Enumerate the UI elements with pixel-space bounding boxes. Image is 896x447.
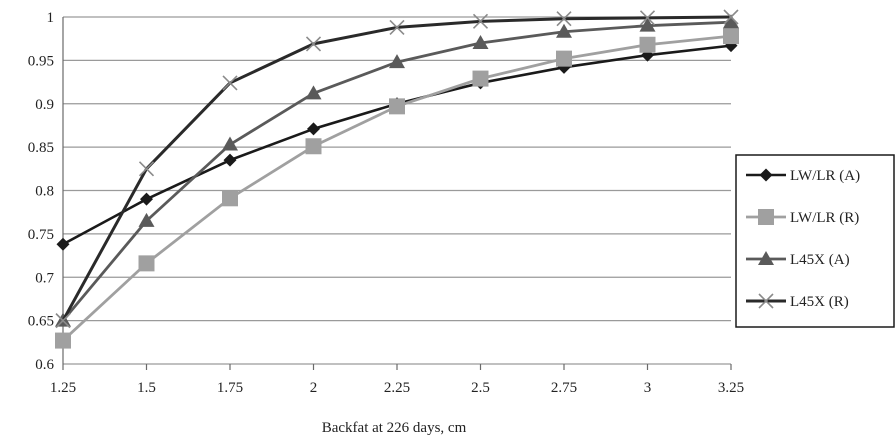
data-point [389,19,405,35]
data-point [723,28,739,45]
x-tick-label: 2.75 [551,380,577,396]
legend-item: LW/LR (A) [746,168,860,184]
data-point [639,10,656,26]
legend-marker [758,251,774,265]
data-point [140,192,153,206]
x-tick-label: 2.25 [384,380,410,396]
y-tick-label: 0.85 [28,140,54,156]
x-tick-label: 3.25 [718,380,744,396]
series-line [62,44,732,246]
data-point [472,13,489,29]
legend-label: L45X (R) [790,294,849,310]
data-point [556,11,572,27]
data-point [305,85,322,100]
data-point [222,75,238,91]
data-point [138,255,155,272]
data-point [223,153,237,167]
data-point [389,98,405,115]
legend-label: L45X (A) [790,252,850,268]
series-3 [55,9,739,329]
data-point [305,138,322,155]
legend-label: LW/LR (R) [790,210,859,226]
x-tick-label: 1.5 [137,380,156,396]
legend-item: L45X (R) [746,293,849,310]
y-tick-label: 0.6 [35,357,54,373]
y-tick-label: 0.65 [28,314,54,330]
legend-marker [758,293,774,309]
series-1 [55,28,739,349]
gridlines [63,16,731,365]
x-tick-label: 2 [310,380,318,396]
series-line [62,34,732,342]
legend: LW/LR (A) LW/LR (R) L45X (A) L45X (R) [735,154,895,328]
legend-label: LW/LR (A) [790,168,860,184]
data-point [639,17,656,32]
y-tick-label: 0.95 [28,53,54,69]
data-point [472,70,489,87]
data-point [138,161,155,177]
legend-marker [758,209,774,225]
x-tick-label: 2.5 [471,380,490,396]
data-point [222,136,238,151]
data-point [389,54,405,69]
series-lines [55,9,739,349]
axes: 0.6 0.65 0.7 0.75 0.8 0.85 0.9 0.95 1 1.25 1.5 1.75… [28,10,744,396]
y-tick-label: 1 [47,10,55,26]
legend-item: LW/LR (R) [746,209,859,226]
data-point [56,237,70,251]
data-point [55,332,71,349]
series-2 [55,14,739,327]
data-point [556,50,572,67]
y-tick-label: 0.8 [35,184,54,200]
data-point [305,36,322,52]
data-point [55,313,71,329]
y-tick-label: 0.75 [28,227,54,243]
data-point [723,9,739,25]
data-point [138,212,155,227]
x-tick-label: 1.75 [217,380,243,396]
x-tick-label: 1.25 [50,380,76,396]
data-point [639,36,656,53]
legend-marker [759,168,773,182]
data-point [472,35,489,50]
data-point [556,23,572,38]
x-axis-title: Backfat at 226 days, cm [322,420,467,436]
series-0 [56,39,738,251]
x-tick-label: 3 [644,380,652,396]
data-point [307,122,320,136]
data-point [723,14,739,29]
y-tick-label: 0.7 [35,270,54,286]
y-tick-label: 0.9 [35,97,54,113]
legend-item: L45X (A) [746,251,850,268]
data-point [222,190,238,207]
